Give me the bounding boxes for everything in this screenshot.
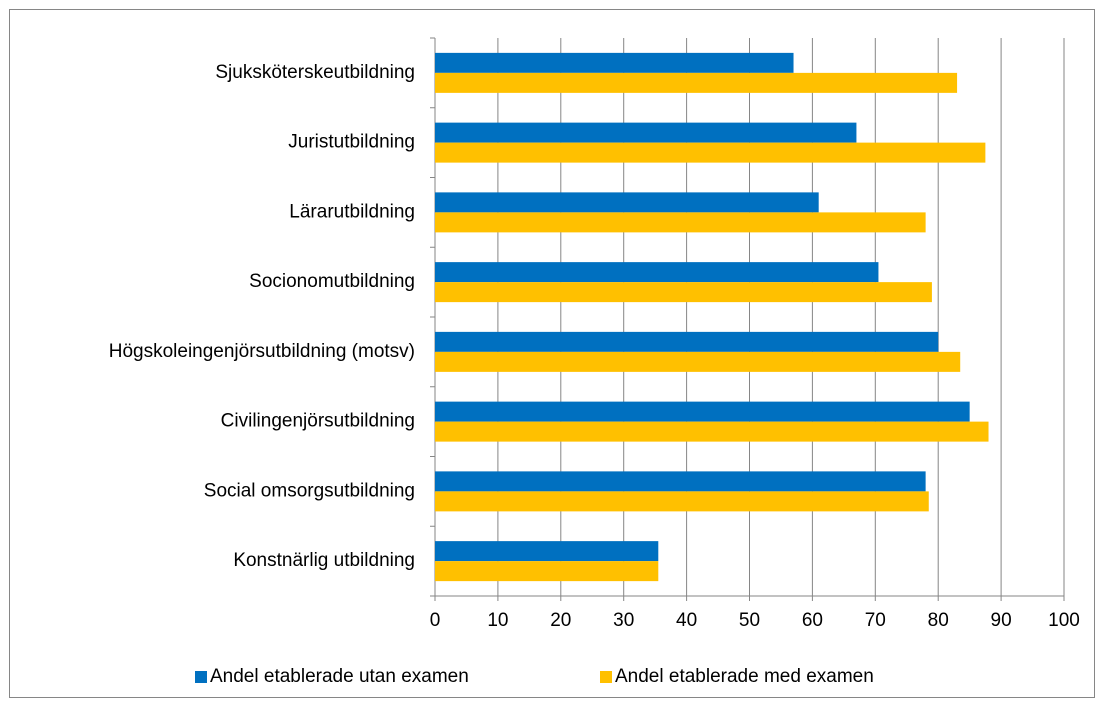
- bar: [435, 541, 659, 562]
- x-tick-label: 0: [430, 610, 441, 631]
- y-tick-label: Lärarutbildning: [289, 201, 415, 222]
- bar: [435, 122, 857, 143]
- y-tick-label: Sjuksköterskeutbildning: [215, 62, 415, 83]
- y-tick-label: Högskoleingenjörsutbildning (motsv): [109, 341, 415, 362]
- y-tick-label: Socionomutbildning: [249, 271, 415, 292]
- y-tick-label: Konstnärlig utbildning: [233, 550, 415, 571]
- x-tick-label: 10: [487, 610, 508, 631]
- x-tick-label: 50: [739, 610, 760, 631]
- legend-label: Andel etablerade med examen: [615, 666, 874, 687]
- bar: [435, 351, 961, 372]
- x-tick-label: 60: [802, 610, 823, 631]
- x-tick-label: 20: [550, 610, 571, 631]
- x-tick-label: 40: [676, 610, 697, 631]
- y-tick-label: Social omsorgsutbildning: [204, 480, 415, 501]
- bar: [435, 192, 819, 213]
- legend-swatch: [195, 671, 207, 683]
- bar: [435, 331, 939, 352]
- bar: [435, 262, 879, 283]
- legend-label: Andel etablerade utan examen: [210, 666, 469, 687]
- bar: [435, 212, 926, 233]
- bar: [435, 142, 986, 163]
- bar: [435, 471, 926, 492]
- x-tick-label: 30: [613, 610, 634, 631]
- y-tick-label: Civilingenjörsutbildning: [221, 411, 415, 432]
- bar: [435, 282, 932, 303]
- bar: [435, 72, 958, 93]
- legend-swatch: [600, 671, 612, 683]
- bar: [435, 561, 659, 582]
- bar: [435, 52, 794, 73]
- x-tick-label: 70: [865, 610, 886, 631]
- x-tick-label: 80: [928, 610, 949, 631]
- bar: [435, 421, 989, 442]
- x-tick-label: 100: [1048, 610, 1080, 631]
- bar: [435, 401, 970, 422]
- y-tick-label: Juristutbildning: [288, 132, 415, 153]
- x-tick-label: 90: [991, 610, 1012, 631]
- bar: [435, 491, 929, 512]
